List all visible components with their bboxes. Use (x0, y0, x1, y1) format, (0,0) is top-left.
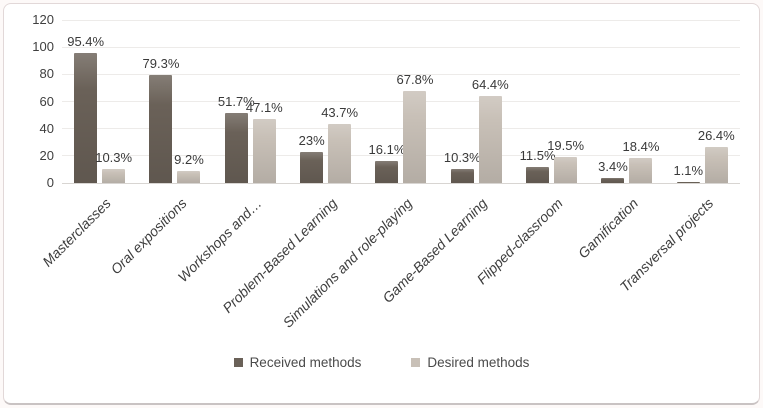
bar-slot: 10.3% (95, 20, 132, 183)
received-methods-bar (300, 151, 324, 183)
data-label: 43.7% (321, 104, 359, 120)
data-label: 19.5% (547, 137, 585, 153)
data-label: 51.7% (217, 93, 255, 109)
bar-group: 1.1% 26.4% (665, 20, 740, 183)
bar-slot: 1.1% (673, 20, 703, 183)
x-axis-label-cell: Transversal projects (617, 190, 740, 358)
data-label: 10.3% (443, 150, 481, 166)
y-axis-tick-label: 40 (39, 120, 54, 136)
bar-slot: 26.4% (698, 20, 735, 183)
bar-slot: 95.4% (67, 20, 104, 183)
gridline (62, 101, 740, 102)
bar-group: 10.3% 64.4% (439, 20, 514, 183)
bar-slot: 16.1% (369, 20, 405, 183)
data-label: 79.3% (142, 56, 180, 72)
y-axis-tick-label: 100 (32, 39, 54, 55)
x-axis-label: Masterclasses (39, 195, 115, 270)
gridline (62, 128, 740, 130)
gridline (62, 46, 740, 48)
received-methods-bar (224, 112, 248, 183)
y-axis-tick-label: 0 (46, 175, 54, 190)
data-label: 10.3% (95, 150, 133, 166)
data-label: 67.8% (396, 71, 434, 87)
bar-group: 11.5% 19.5% (514, 20, 589, 183)
x-axis-line (62, 182, 740, 184)
data-label: 95.4% (67, 34, 105, 50)
x-axis-label-cell: Flipped-classroom (474, 190, 589, 358)
desired-methods-bar (403, 90, 427, 183)
bar-slot: 47.1% (246, 20, 283, 183)
data-label: 26.4% (697, 128, 735, 144)
bar-slot: 64.4% (472, 20, 509, 183)
bar-slot: 3.4% (598, 20, 628, 183)
x-axis-label-cell: Masterclasses (39, 190, 137, 358)
bar-slot: 18.4% (623, 20, 659, 183)
x-axis-labels: Masterclasses Oral expositions Workshops a… (39, 190, 740, 358)
data-label: 11.5% (519, 148, 556, 164)
legend-swatch-icon (233, 358, 243, 367)
bar-group: 3.4% 18.4% (589, 20, 664, 183)
bar-slot: 51.7% (218, 20, 255, 183)
y-axis-tick-label: 60 (39, 93, 54, 109)
desired-methods-bar (102, 169, 126, 183)
gridline (62, 73, 740, 75)
bar-group: 16.1% 67.8% (363, 20, 438, 183)
bar-slot: 79.3% (143, 20, 179, 183)
received-methods-bar (526, 167, 550, 183)
gridline (62, 155, 740, 157)
bar-slot: 9.2% (174, 20, 204, 183)
bar-group: 23% 43.7% (288, 20, 363, 183)
data-label: 16.1% (368, 142, 406, 158)
data-label: 1.1% (673, 162, 704, 178)
desired-methods-bar (177, 170, 201, 183)
data-label: 47.1% (245, 100, 283, 116)
desired-methods-bar (252, 119, 276, 183)
data-label: 18.4% (622, 139, 660, 155)
chart-frame: 0 20 40 60 80 100 120 95.4% 10.3% 79.3% 9.2% 51.7%… (3, 3, 760, 405)
gridline (62, 19, 740, 21)
legend-item: Desired methods (411, 355, 529, 370)
bar-slot: 19.5% (547, 20, 584, 183)
legend: Received methods Desired methods (4, 355, 759, 370)
bar-slot: 43.7% (321, 20, 358, 183)
desired-methods-bar (328, 123, 352, 183)
plot-area: 0 20 40 60 80 100 120 95.4% 10.3% 79.3% 9.2% 51.7%… (32, 12, 740, 190)
legend-item: Received methods (233, 355, 362, 370)
received-methods-bar (601, 178, 625, 183)
desired-methods-bar (629, 158, 653, 183)
y-axis-tick-label: 120 (32, 12, 54, 27)
data-label: 3.4% (598, 159, 628, 175)
data-label: 9.2% (174, 151, 204, 167)
legend-label: Desired methods (427, 355, 530, 370)
y-axis-tick-label: 80 (39, 66, 54, 82)
received-methods-bar (450, 169, 474, 183)
received-methods-bar (676, 181, 700, 183)
received-methods-bar (74, 53, 98, 183)
legend-label: Received methods (249, 355, 362, 370)
legend-swatch-icon (411, 358, 421, 367)
received-methods-bar (149, 75, 173, 183)
bar-slot: 10.3% (444, 20, 481, 183)
bar-slot: 67.8% (397, 20, 433, 183)
bar-groups: 95.4% 10.3% 79.3% 9.2% 51.7% 47.1% 23% 43.7% 16.… (62, 20, 740, 183)
received-methods-bar (375, 161, 399, 183)
desired-methods-bar (704, 147, 728, 183)
bar-slot: 11.5% (520, 20, 556, 183)
bar-group: 51.7% 47.1% (213, 20, 288, 183)
y-axis-tick-label: 20 (39, 147, 54, 163)
bar-group: 95.4% 10.3% (62, 20, 137, 183)
bar-slot: 23% (298, 20, 325, 183)
data-label: 23% (298, 132, 325, 148)
desired-methods-bar (554, 156, 578, 183)
data-label: 64.4% (471, 76, 509, 92)
bar-group: 79.3% 9.2% (137, 20, 212, 183)
desired-methods-bar (478, 95, 502, 183)
